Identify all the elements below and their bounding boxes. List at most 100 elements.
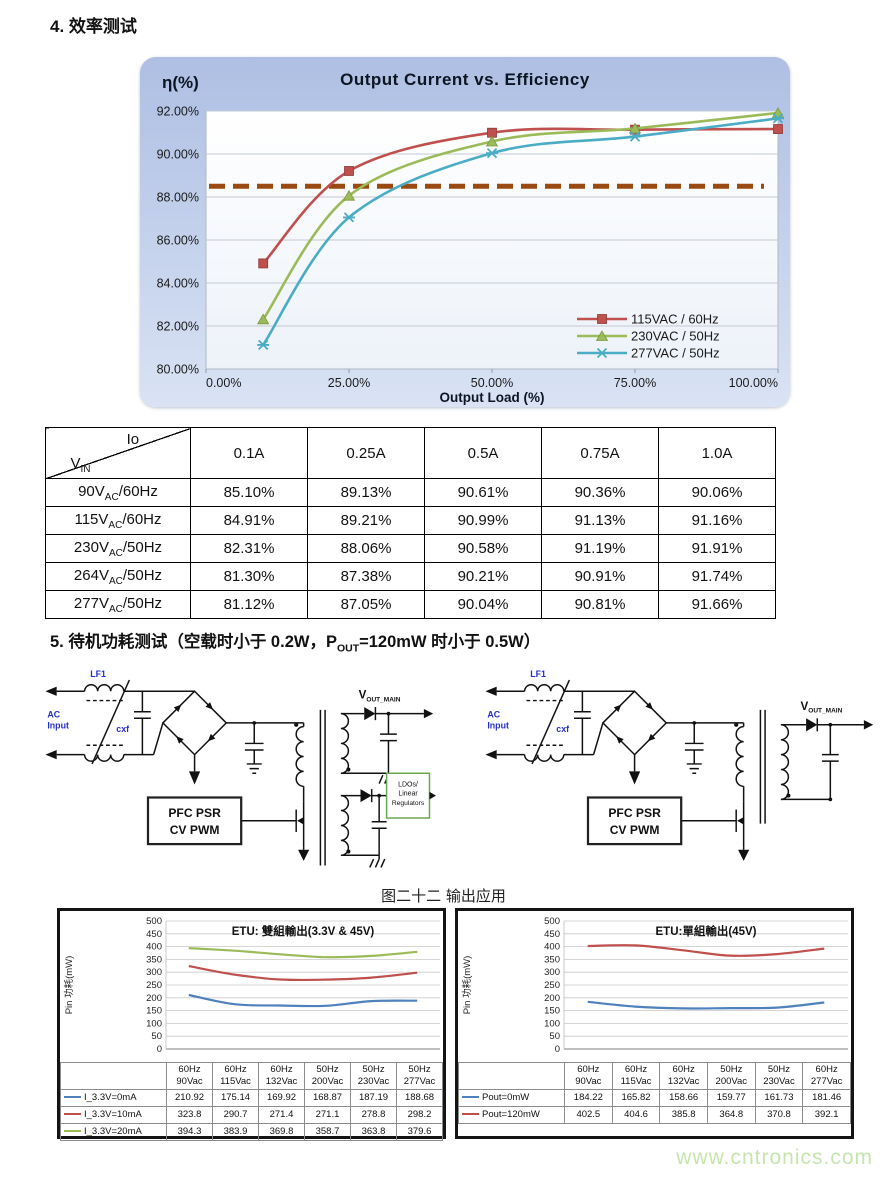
- y-tick-label: 0: [555, 1044, 560, 1055]
- efficiency-value-cell: 91.91%: [658, 534, 776, 563]
- y-tick-label: 250: [544, 980, 560, 991]
- category-header-row: 60Hz 90Vac 60Hz 115Vac 60Hz 132Vac 50Hz 200Vac 5…: [60, 1062, 443, 1090]
- ground-arrow-icon: [188, 771, 201, 785]
- blank-cell: [458, 1062, 565, 1090]
- efficiency-value-cell: 90.91%: [541, 562, 659, 591]
- pfc-box: [146, 796, 243, 846]
- efficiency-column-header: 1.0A: [658, 427, 776, 479]
- marker-asterisk-icon: [596, 347, 608, 359]
- efficiency-value-cell: 91.16%: [658, 506, 776, 535]
- ac-label: AC: [487, 709, 500, 719]
- category-header-cell: 60Hz 115Vac: [212, 1062, 259, 1090]
- svg-text:LDOs/: LDOs/: [398, 781, 418, 788]
- data-value-cell: 379.6: [396, 1123, 443, 1141]
- efficiency-value-cell: 90.36%: [541, 478, 659, 507]
- x-tick-label: 100.00%: [729, 376, 778, 390]
- marker-square-icon: [258, 258, 269, 269]
- data-value-cell: 278.8: [350, 1106, 397, 1124]
- data-value-cell: 165.82: [611, 1089, 661, 1107]
- lf1-label: LF1: [530, 669, 546, 679]
- core-lines: [759, 709, 766, 824]
- diode-icon: [364, 707, 376, 721]
- vout-main-label: VOUT_MAIN: [801, 700, 843, 715]
- data-value-cell: 383.9: [212, 1123, 259, 1141]
- efficiency-value-cell: 91.74%: [658, 562, 776, 591]
- pfc-controller: PFC PSR CV PWM: [146, 796, 310, 861]
- efficiency-column-header: 0.75A: [541, 427, 659, 479]
- x-tick-label: 75.00%: [614, 376, 656, 390]
- cxf-label: cxf: [556, 724, 569, 734]
- marker-asterisk-icon: [772, 113, 784, 124]
- legend-swatch-icon: [462, 1113, 479, 1115]
- ac-arrow-bottom-icon: [485, 749, 497, 760]
- data-value-cell: 210.92: [166, 1089, 213, 1107]
- efficiency-value-cell: 87.05%: [307, 590, 425, 619]
- vout-main-label: VOUT_MAIN: [359, 689, 401, 704]
- output-capacitor: [780, 724, 839, 801]
- svg-text:Linear: Linear: [398, 791, 418, 798]
- mosfet: [681, 801, 745, 848]
- category-header-cell: 50Hz 230Vac: [754, 1062, 804, 1090]
- data-value-cell: 358.7: [304, 1123, 351, 1141]
- efficiency-column-header: 0.5A: [424, 427, 542, 479]
- category-header-cell: 60Hz 115Vac: [611, 1062, 661, 1090]
- x-capacitor: [134, 691, 151, 755]
- ac-arrow-bottom-icon: [45, 749, 57, 760]
- y-tick-label: 400: [544, 942, 560, 953]
- y-tick-label: 50: [151, 1031, 162, 1042]
- category-header-cell: 60Hz 90Vac: [564, 1062, 613, 1090]
- category-header-cell: 50Hz 277Vac: [396, 1062, 443, 1090]
- aux-capacitor: [340, 795, 387, 857]
- standby-data-table-dual: 60Hz 90Vac 60Hz 115Vac 60Hz 132Vac 50Hz 200Vac 5…: [60, 1062, 443, 1141]
- y-tick-label: 86.00%: [157, 234, 199, 248]
- phase-dot: [786, 793, 791, 798]
- y-tick-label: 100: [146, 1018, 162, 1029]
- marker-asterisk-icon: [486, 148, 498, 159]
- data-value-cell: 169.92: [258, 1089, 305, 1107]
- x-tick-label: 50.00%: [471, 376, 513, 390]
- data-table-row: I_3.3V=0mA 210.92 175.14 169.92 168.87 187.19…: [60, 1089, 443, 1107]
- y-tick-label: 150: [544, 1006, 560, 1017]
- series-legend-cell: Pout=0mW: [458, 1089, 565, 1107]
- marker-square-icon: [773, 124, 783, 134]
- ac-input-lines: LF1 AC Input cxf: [45, 669, 195, 765]
- data-value-cell: 188.68: [396, 1089, 443, 1107]
- input-label: Input: [47, 721, 69, 731]
- efficiency-value-cell: 90.58%: [424, 534, 542, 563]
- data-value-cell: 181.46: [802, 1089, 851, 1107]
- ground-arrow-icon: [738, 849, 750, 861]
- y-tick-label: 300: [146, 967, 162, 978]
- efficiency-table-row: 115VAC/60Hz 84.91% 89.21% 90.99% 91.13% 91.16…: [45, 506, 776, 535]
- efficiency-value-cell: 81.30%: [190, 562, 308, 591]
- data-value-cell: 271.1: [304, 1106, 351, 1124]
- data-value-cell: 323.8: [166, 1106, 213, 1124]
- phase-dot: [294, 722, 299, 727]
- data-value-cell: 364.8: [706, 1106, 756, 1124]
- data-value-cell: 394.3: [166, 1123, 213, 1141]
- efficiency-table-row: 264VAC/50Hz 81.30% 87.38% 90.21% 90.91% 91.74…: [45, 562, 776, 591]
- legend-label: 115VAC / 60Hz: [631, 312, 719, 327]
- data-value-cell: 271.4: [258, 1106, 305, 1124]
- data-value-cell: 404.6: [611, 1106, 661, 1124]
- standby-data-table-single: 60Hz 90Vac 60Hz 115Vac 60Hz 132Vac 50Hz 200Vac 5…: [458, 1062, 851, 1124]
- ground-arrow-icon: [298, 849, 310, 861]
- legend-label: 277VAC / 50Hz: [631, 346, 720, 361]
- bridge-rectifier: [601, 690, 668, 785]
- ac-arrow-top-icon: [45, 686, 57, 696]
- efficiency-table-row: 90VAC/60Hz 85.10% 89.13% 90.61% 90.36% 90.06%: [45, 478, 776, 507]
- series-line: [587, 944, 825, 957]
- section-4-heading: 4. 效率测试: [50, 17, 137, 36]
- y-tick-label: 350: [544, 954, 560, 965]
- secondary-winding-2: [340, 794, 350, 857]
- corner-label-io: Io: [126, 431, 140, 448]
- y-tick-label: 150: [146, 1006, 162, 1017]
- marker-square-icon: [597, 314, 607, 324]
- series-legend-cell: I_3.3V=10mA: [60, 1106, 167, 1124]
- ac-label: AC: [47, 709, 60, 719]
- data-value-cell: 298.2: [396, 1106, 443, 1124]
- marker-asterisk-icon: [629, 131, 641, 142]
- chart-ylabel: Pin 功耗(mW): [64, 956, 75, 1015]
- dc-bus-and-filter: [226, 721, 304, 775]
- efficiency-value-cell: 81.12%: [190, 590, 308, 619]
